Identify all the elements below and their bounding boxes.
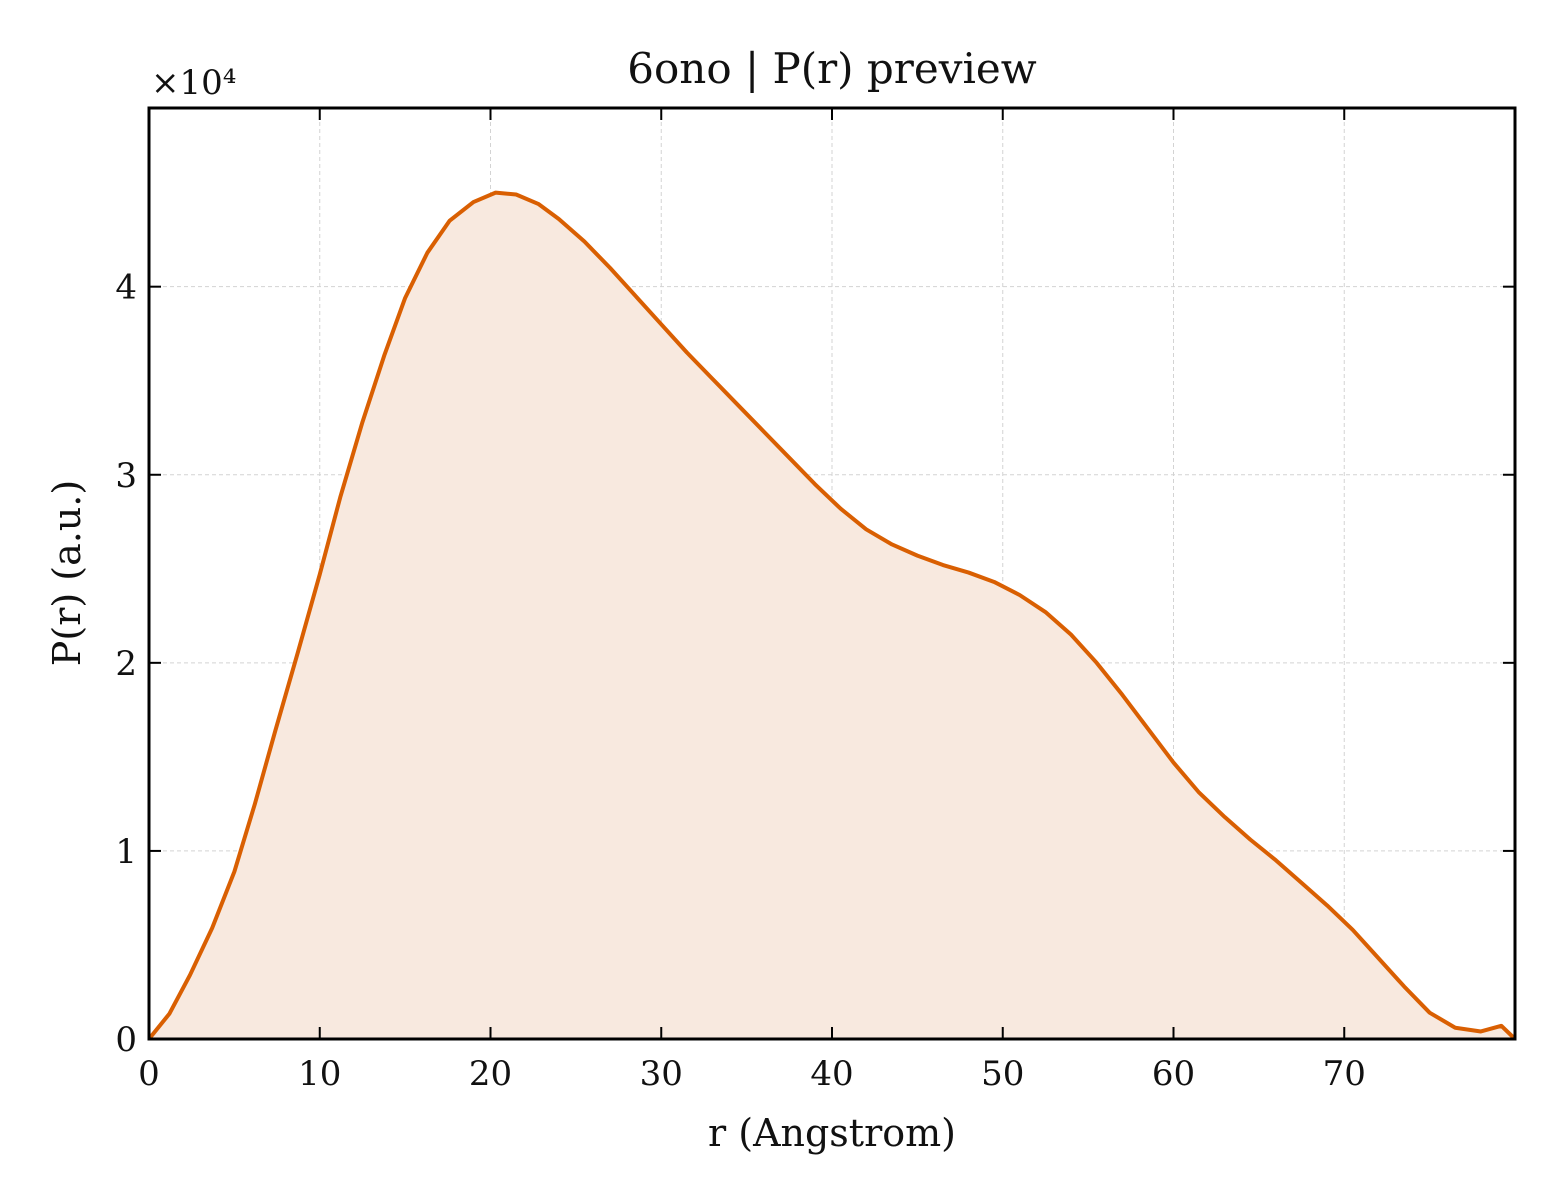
y-axis-label: P(r) (a.u.) xyxy=(45,480,89,666)
pr-area-fill xyxy=(149,192,1515,1039)
x-tick-label: 10 xyxy=(298,1054,341,1094)
axis-ticks: 0 10 20 30 40 50 60 70 0 1 2 3 4 xyxy=(115,108,1515,1094)
y-multiplier-label: ×10⁴ xyxy=(151,63,236,103)
x-tick-label: 60 xyxy=(1152,1054,1195,1094)
y-tick-label: 0 xyxy=(115,1020,137,1060)
x-tick-label: 50 xyxy=(981,1054,1024,1094)
x-axis-label: r (Angstrom) xyxy=(708,1111,956,1155)
x-tick-label: 40 xyxy=(810,1054,853,1094)
y-tick-label: 4 xyxy=(115,268,137,308)
x-tick-label: 70 xyxy=(1323,1054,1366,1094)
y-tick-label: 1 xyxy=(115,832,137,872)
x-tick-label: 0 xyxy=(138,1054,160,1094)
x-tick-label: 20 xyxy=(469,1054,512,1094)
chart-title: 6ono | P(r) preview xyxy=(627,44,1036,93)
y-tick-label: 2 xyxy=(115,644,137,684)
x-tick-label: 30 xyxy=(640,1054,683,1094)
pr-series-line xyxy=(147,190,1517,1041)
y-tick-label: 3 xyxy=(115,456,137,496)
